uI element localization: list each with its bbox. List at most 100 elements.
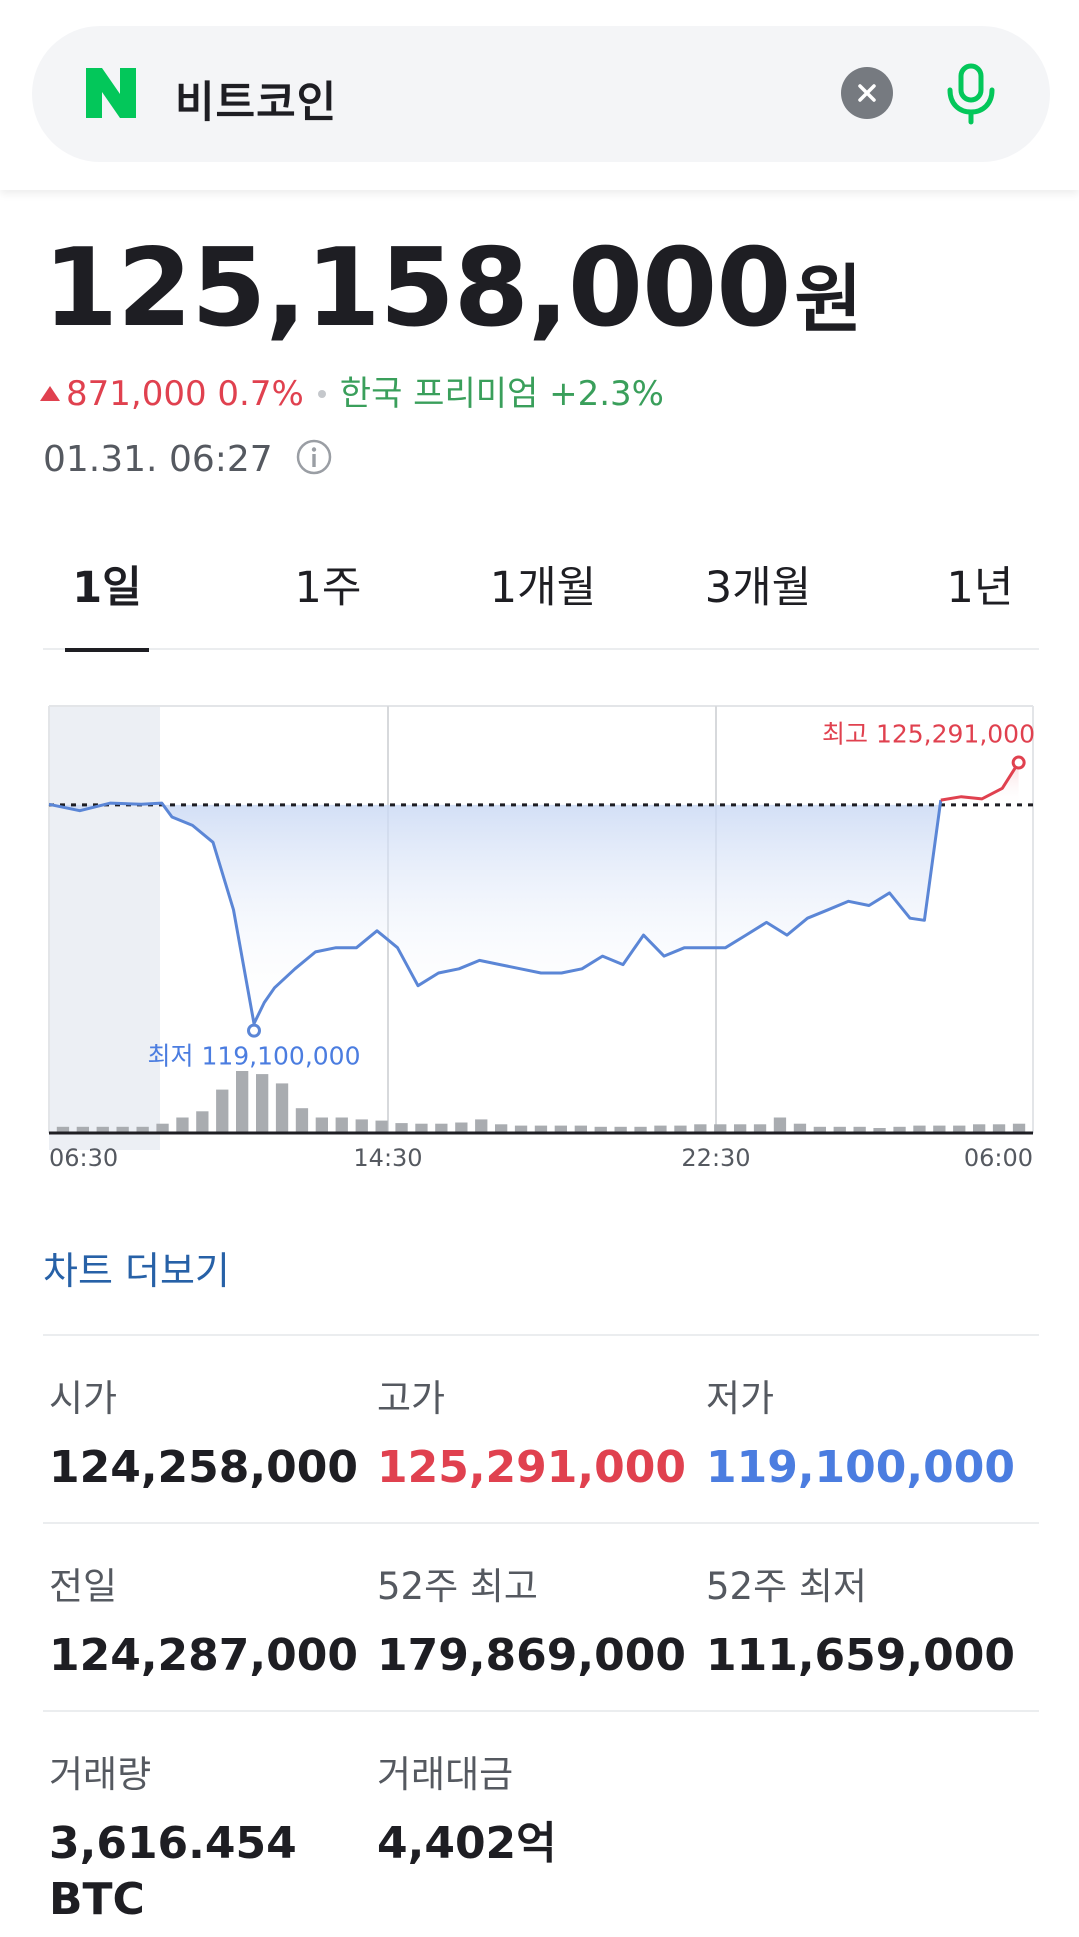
price-line-high xyxy=(940,761,1020,802)
timestamp: 01.31. 06:27 xyxy=(43,439,273,480)
volume-bar xyxy=(275,1083,289,1133)
low-price-label: 최저 119,100,000 xyxy=(148,1042,361,1071)
separator-dot xyxy=(317,390,326,398)
stat-value: 4,402억 xyxy=(377,1818,557,1869)
price-chart-svg[interactable]: 최고 125,291,000 최저 119,100,000 06:30 14:3… xyxy=(0,690,1079,1180)
stat-value: 124,258,000 xyxy=(49,1442,358,1493)
volume-bar xyxy=(694,1124,707,1133)
microphone-icon[interactable] xyxy=(938,60,1004,126)
volume-bar xyxy=(674,1125,687,1133)
volume-bar xyxy=(236,1071,249,1133)
stat-prev-close: 전일 124,287,000 xyxy=(49,1556,358,1684)
stat-label: 시가 xyxy=(49,1377,118,1420)
stat-volume: 거래량 3,616.454 BTC xyxy=(49,1744,297,1928)
high-point-marker xyxy=(1011,755,1026,770)
stat-52w-high: 52주 최고 179,869,000 xyxy=(377,1556,686,1684)
stat-open: 시가 124,258,000 xyxy=(49,1368,358,1496)
top-bar: 비트코인 xyxy=(0,0,1079,190)
search-box[interactable]: 비트코인 xyxy=(32,26,1050,162)
close-icon xyxy=(858,84,876,102)
price-change-row: 871,000 0.7% 한국 프리미엄 +2.3% xyxy=(40,366,664,415)
stat-label: 52주 최고 xyxy=(377,1565,538,1608)
volume-bar xyxy=(753,1124,767,1133)
period-tabs: 1일 1주 1개월 3개월 1년 xyxy=(43,558,1039,652)
up-triangle-icon xyxy=(40,386,60,401)
clear-search-button[interactable] xyxy=(841,67,893,119)
volume-bar xyxy=(435,1123,448,1133)
volume-bar xyxy=(534,1125,548,1133)
stat-label: 저가 xyxy=(706,1377,775,1420)
tab-3m[interactable]: 3개월 xyxy=(704,563,812,613)
stat-high: 고가 125,291,000 xyxy=(377,1368,686,1496)
volume-bar xyxy=(295,1108,309,1133)
tab-1y[interactable]: 1년 xyxy=(946,563,1014,613)
volume-bar xyxy=(813,1126,826,1133)
tab-1m[interactable]: 1개월 xyxy=(489,563,597,613)
volume-bar xyxy=(853,1126,866,1133)
volume-bar xyxy=(216,1089,229,1133)
price-area-fill-high xyxy=(940,762,1019,805)
volume-bar xyxy=(893,1126,906,1133)
volume-bar xyxy=(56,1126,70,1133)
volume-bar xyxy=(156,1123,169,1133)
search-query[interactable]: 비트코인 xyxy=(175,78,338,128)
stats-divider xyxy=(43,1710,1039,1712)
current-price: 125,158,000원 xyxy=(43,226,862,351)
volume-bar xyxy=(973,1124,986,1133)
high-price-label: 최고 125,291,000 xyxy=(822,720,1035,749)
x-tick-label: 22:30 xyxy=(681,1144,750,1172)
volume-bar xyxy=(514,1125,528,1133)
volume-bar xyxy=(594,1126,607,1133)
volume-bar xyxy=(793,1123,807,1133)
tab-1w[interactable]: 1주 xyxy=(294,563,362,613)
volume-bar xyxy=(76,1126,89,1133)
stat-value: 111,659,000 xyxy=(706,1630,1015,1681)
volume-bar xyxy=(933,1125,946,1133)
stats-divider xyxy=(43,1522,1039,1524)
stat-label: 거래대금 xyxy=(377,1753,514,1796)
stat-label: 고가 xyxy=(377,1377,446,1420)
volume-bar xyxy=(873,1128,886,1133)
volume-bar xyxy=(953,1125,966,1133)
stat-trade-value: 거래대금 4,402억 xyxy=(377,1744,557,1872)
stat-value: 125,291,000 xyxy=(377,1442,686,1493)
stats-divider xyxy=(43,1334,1039,1336)
naver-logo-icon[interactable] xyxy=(82,64,140,122)
volume-bar xyxy=(495,1124,508,1133)
volume-bar xyxy=(455,1122,468,1133)
price-line xyxy=(48,799,943,1026)
info-icon[interactable] xyxy=(294,437,334,477)
volume-bar xyxy=(614,1126,627,1133)
stat-52w-low: 52주 최저 111,659,000 xyxy=(706,1556,1015,1684)
volume-bar xyxy=(475,1119,488,1133)
volume-bar xyxy=(734,1124,747,1133)
volume-bar xyxy=(833,1126,846,1133)
volume-bar xyxy=(714,1124,727,1133)
volume-bar xyxy=(913,1125,926,1133)
stat-value: 179,869,000 xyxy=(377,1630,686,1681)
price-currency: 원 xyxy=(794,257,863,343)
x-tick-label: 14:30 xyxy=(353,1144,422,1172)
volume-bar xyxy=(992,1124,1006,1133)
volume-bar xyxy=(355,1119,368,1133)
volume-bar xyxy=(773,1117,787,1133)
tab-1d[interactable]: 1일 xyxy=(65,558,149,652)
x-tick-label: 06:30 xyxy=(49,1144,118,1172)
price-chart[interactable]: 최고 125,291,000 최저 119,100,000 06:30 14:3… xyxy=(0,690,1079,1180)
low-point-marker xyxy=(247,1023,261,1038)
volume-bar xyxy=(554,1125,567,1133)
volume-bar xyxy=(315,1117,328,1133)
volume-bar xyxy=(116,1126,129,1133)
volume-bar xyxy=(634,1126,647,1133)
volume-bar xyxy=(395,1123,408,1133)
stat-label: 52주 최저 xyxy=(706,1565,867,1608)
volume-bar xyxy=(415,1123,428,1133)
volume-bar xyxy=(335,1117,348,1133)
stat-value: 119,100,000 xyxy=(706,1442,1015,1493)
volume-bar xyxy=(136,1126,149,1133)
chart-more-link[interactable]: 차트 더보기 xyxy=(43,1249,230,1293)
korea-premium[interactable]: 한국 프리미엄 +2.3% xyxy=(339,374,664,414)
stat-value-unit: BTC xyxy=(49,1874,145,1925)
volume-bar xyxy=(176,1117,189,1133)
volume-bar xyxy=(654,1125,667,1133)
